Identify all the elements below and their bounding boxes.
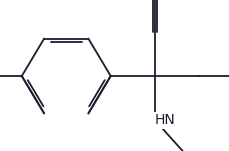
Text: HN: HN: [154, 113, 175, 127]
